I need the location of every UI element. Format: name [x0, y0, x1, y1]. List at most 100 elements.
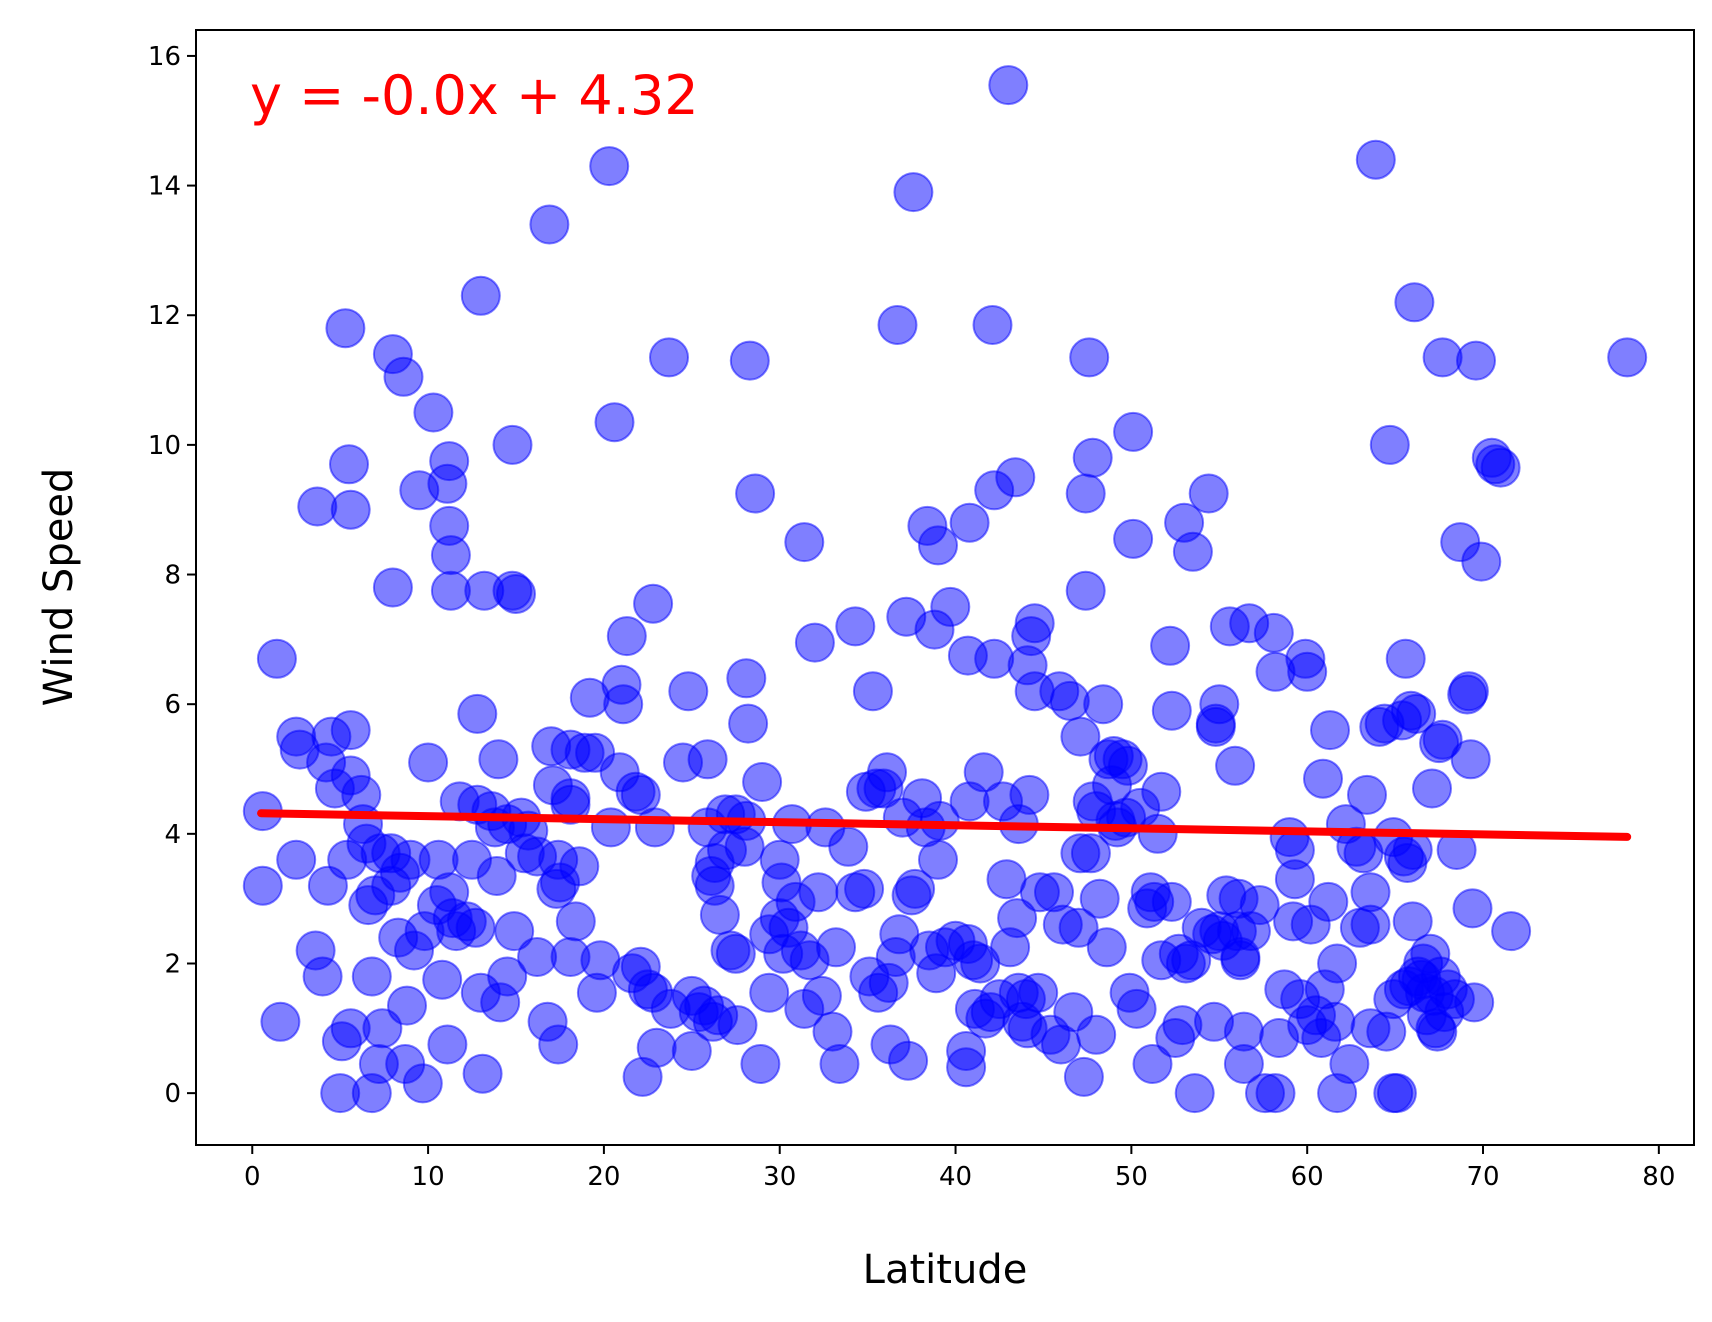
data-point: [726, 658, 767, 699]
data-point: [330, 489, 371, 530]
data-point: [972, 305, 1013, 345]
data-point: [1083, 684, 1124, 725]
data-point: [949, 502, 990, 543]
data-point: [555, 901, 596, 942]
data-point: [1456, 340, 1496, 381]
data-point: [1347, 774, 1387, 815]
data-point: [494, 911, 535, 952]
data-point: [325, 308, 366, 349]
data-point: [383, 356, 424, 397]
data-point: [408, 742, 449, 783]
data-point: [550, 784, 591, 825]
data-point: [329, 444, 369, 485]
data-point: [997, 898, 1038, 939]
data-point: [1366, 1011, 1407, 1052]
data-point: [1069, 337, 1110, 378]
data-point: [633, 583, 674, 624]
data-point: [1310, 710, 1350, 751]
data-point: [1199, 684, 1240, 725]
data-point: [302, 956, 343, 997]
data-point: [1172, 531, 1213, 572]
y-tick-label: 12: [148, 301, 181, 331]
data-point: [589, 146, 630, 187]
data-point: [1369, 424, 1410, 465]
data-point: [1422, 719, 1463, 760]
data-point: [812, 1011, 853, 1052]
y-tick-label: 14: [148, 172, 181, 202]
data-point: [1385, 638, 1426, 679]
data-point: [715, 933, 756, 974]
data-point: [1394, 282, 1435, 323]
x-ticks: 0 10 20 30 40 50 60 70 80: [244, 1145, 1675, 1192]
data-point: [603, 684, 644, 725]
data-point: [351, 956, 392, 997]
data-point: [1287, 651, 1328, 692]
data-point: [918, 839, 958, 880]
data-point: [429, 441, 470, 482]
data-point: [1448, 671, 1489, 712]
data-point: [529, 204, 570, 245]
y-tick-label: 4: [164, 820, 181, 850]
data-point: [1137, 813, 1178, 854]
data-point: [1065, 473, 1106, 514]
data-point: [1255, 1073, 1296, 1114]
data-point: [1239, 885, 1280, 926]
data-point: [828, 826, 869, 867]
data-point: [687, 739, 728, 780]
x-tick-label: 50: [1115, 1162, 1148, 1192]
data-point: [427, 1024, 468, 1065]
data-point: [844, 868, 885, 909]
data-point: [1308, 881, 1349, 922]
data-point: [740, 1044, 781, 1084]
y-tick-label: 8: [164, 561, 181, 591]
data-point: [1072, 437, 1113, 478]
data-point: [1607, 337, 1648, 378]
plot-frame: [195, 29, 1695, 1146]
data-point: [1274, 859, 1315, 900]
data-point: [1014, 603, 1055, 644]
data-point: [1355, 139, 1396, 180]
data-point: [256, 638, 297, 679]
data-point: [330, 710, 371, 751]
x-tick-label: 40: [939, 1162, 972, 1192]
data-point: [297, 486, 338, 527]
data-point: [867, 752, 907, 793]
data-point: [1350, 904, 1391, 945]
data-point: [413, 392, 454, 433]
data-point: [819, 1044, 860, 1084]
data-point: [1452, 888, 1493, 929]
data-point: [496, 574, 536, 614]
x-tick-label: 80: [1642, 1162, 1675, 1192]
x-tick-label: 0: [244, 1162, 261, 1192]
data-point: [1063, 1056, 1104, 1097]
data-point: [1116, 988, 1157, 1029]
data-point: [372, 567, 413, 608]
data-point: [1422, 337, 1463, 378]
data-point: [1315, 1001, 1356, 1042]
data-point: [893, 172, 934, 213]
data-point: [1086, 927, 1127, 968]
data-point: [946, 1031, 987, 1071]
data-point: [492, 424, 533, 465]
regression-line: [257, 809, 1632, 841]
data-point: [538, 1024, 579, 1065]
data-point: [995, 457, 1036, 498]
data-point: [918, 525, 958, 566]
data-point: [963, 752, 1004, 793]
data-point: [402, 1063, 443, 1104]
data-point: [594, 402, 635, 443]
data-point: [668, 671, 709, 712]
data-point: [1113, 518, 1154, 559]
data-point: [1132, 1044, 1173, 1084]
data-point: [735, 473, 776, 514]
data-point: [1058, 907, 1099, 948]
data-point: [1376, 1073, 1417, 1114]
data-point: [877, 305, 918, 345]
data-point: [1188, 473, 1229, 514]
data-point: [1107, 745, 1148, 786]
data-point: [1215, 745, 1256, 786]
data-point: [1480, 447, 1521, 488]
data-point: [634, 807, 675, 848]
data-point: [1396, 693, 1437, 734]
